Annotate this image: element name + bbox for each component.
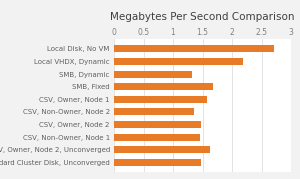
Bar (114, 134, 200, 141)
Title: Megabytes Per Second Comparison: Megabytes Per Second Comparison (110, 12, 295, 22)
Bar (114, 121, 201, 128)
Bar (114, 96, 207, 103)
Bar (114, 159, 201, 166)
Bar (114, 71, 192, 78)
Bar (114, 58, 243, 65)
Bar (114, 108, 194, 115)
Bar (114, 45, 274, 52)
Bar (114, 146, 210, 153)
Bar (114, 83, 212, 90)
